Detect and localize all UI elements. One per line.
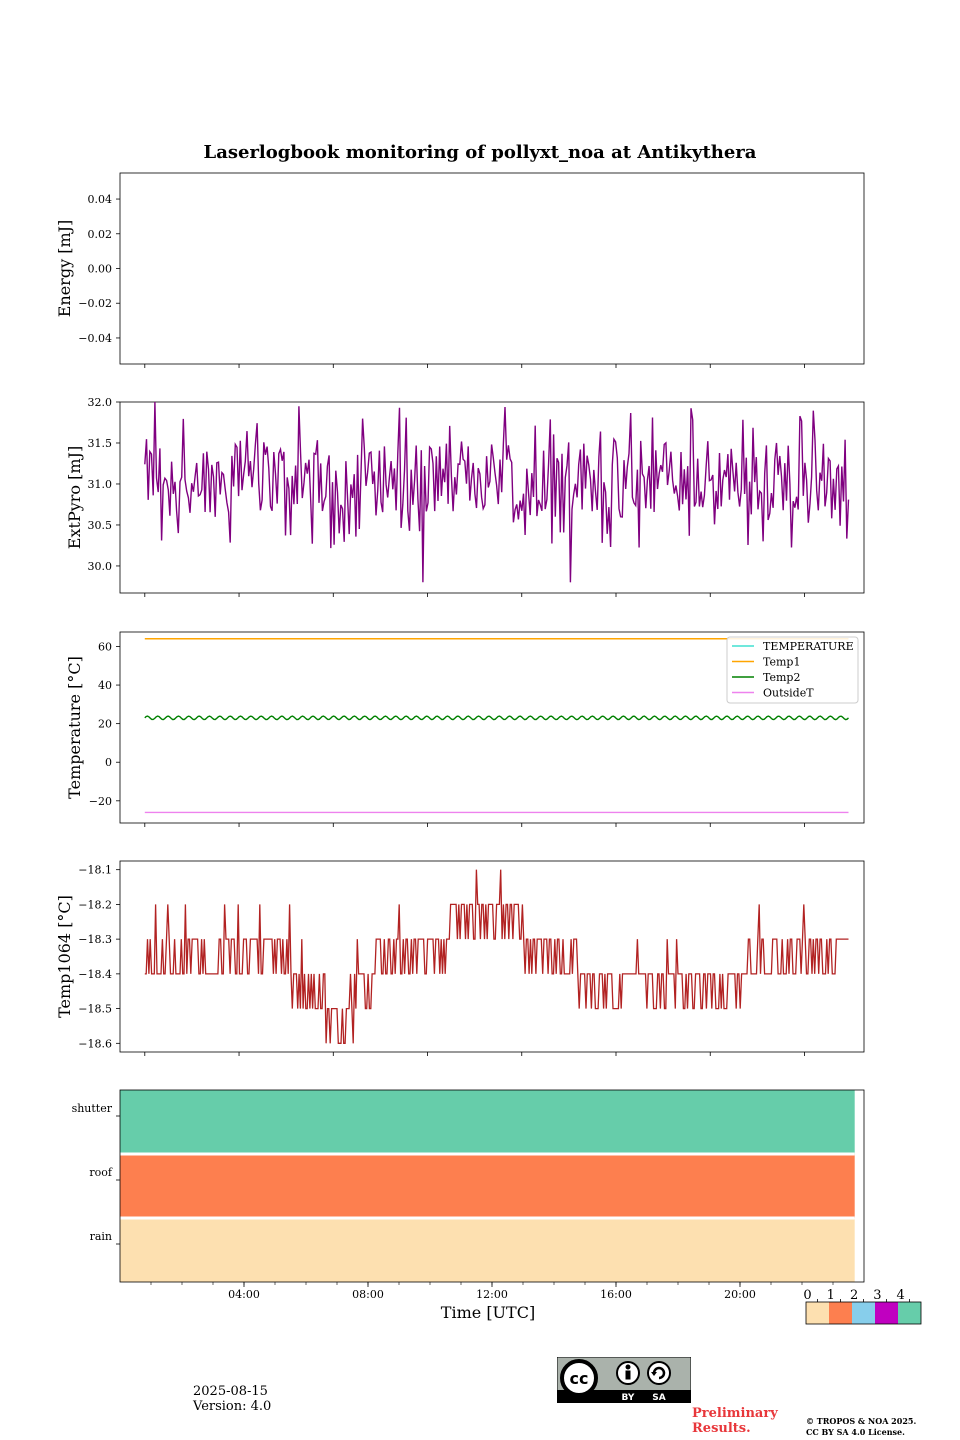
y-tick-label: 0 <box>105 756 112 769</box>
y-tick-label: −20 <box>89 795 112 808</box>
y-axis-label: Temperature [°C] <box>65 656 84 799</box>
plot-frame <box>119 401 865 594</box>
sa-icon <box>647 1361 671 1385</box>
colorbar-cell <box>875 1302 898 1324</box>
x-tick-label: 12:00 <box>476 1288 508 1301</box>
colorbar-cell <box>852 1302 875 1324</box>
preliminary-line2: Results. <box>692 1421 751 1436</box>
y-axis-label: ExtPyro [mJ] <box>65 446 84 549</box>
x-tick-label: 16:00 <box>600 1288 632 1301</box>
status-row-label: roof <box>89 1166 113 1179</box>
y-axis-label: Energy [mJ] <box>55 220 74 318</box>
y-tick-label: −18.6 <box>78 1037 112 1050</box>
colorbar-label: 2 <box>850 1288 858 1303</box>
legend-label: Temp1 <box>763 656 800 669</box>
y-tick-label: 32.0 <box>88 396 113 409</box>
colorbar-label: 0 <box>803 1288 811 1303</box>
panel-3: 60 40 20 0 −20 Temperature [°C] TEMPERATURE Tem… <box>65 631 865 827</box>
y-tick-label: −0.02 <box>78 297 112 310</box>
y-tick-label: 30.5 <box>88 519 113 532</box>
y-tick-label: 31.0 <box>88 478 113 491</box>
status-row-rain <box>120 1218 855 1282</box>
colorbar-cell <box>829 1302 852 1324</box>
status-row-roof <box>120 1154 855 1218</box>
x-tick-label: 04:00 <box>228 1288 260 1301</box>
y-tick-label: −18.5 <box>78 1003 112 1016</box>
temp2-series-line <box>144 715 849 721</box>
colorbar-cell <box>898 1302 921 1324</box>
temp1064-series-line <box>144 869 849 1044</box>
colorbar-frame <box>805 1301 922 1325</box>
legend-label: Temp2 <box>763 671 800 684</box>
colorbar-label: 1 <box>827 1288 835 1303</box>
cc-license-badge: cc BY SA <box>557 1357 691 1403</box>
plot-frame <box>119 631 865 824</box>
y-tick-label: 0.04 <box>88 193 113 206</box>
colorbar-cell <box>806 1302 829 1324</box>
preliminary-line1: Preliminary <box>692 1406 778 1421</box>
y-tick-label: 31.5 <box>88 437 113 450</box>
plot-frame <box>119 172 865 365</box>
x-axis-label: Time [UTC] <box>441 1303 535 1322</box>
cc-icon <box>560 1359 598 1397</box>
y-tick-label: 60 <box>98 640 112 653</box>
copyright-line1: © TROPOS & NOA 2025. <box>806 1416 917 1426</box>
y-tick-label: 0.02 <box>88 228 113 241</box>
x-tick-label: 08:00 <box>352 1288 384 1301</box>
svg-text:cc: cc <box>570 1369 589 1388</box>
y-tick-label: −18.3 <box>78 933 112 946</box>
by-label: BY <box>622 1393 635 1403</box>
y-tick-label: 30.0 <box>88 560 113 573</box>
status-row-label: rain <box>90 1230 112 1243</box>
y-tick-label: −0.04 <box>78 332 112 345</box>
copyright-note: © TROPOS & NOA 2025. CC BY SA 4.0 Licens… <box>806 1416 916 1438</box>
panel-1: 0.04 0.02 0.00 −0.02 −0.04 Energy [mJ] <box>55 172 865 368</box>
colorbar-label: 4 <box>897 1288 905 1303</box>
colorbar-label: 3 <box>873 1288 881 1303</box>
footer-version: Version: 4.0 <box>193 1399 272 1414</box>
sa-label: SA <box>652 1393 665 1403</box>
plot-frame <box>119 860 865 1053</box>
footer-dates: 2025-08-15 Version: 4.0 <box>193 1384 271 1414</box>
panel-4: −18.1 −18.2 −18.3 −18.4 −18.5 −18.6 Temp1064 [… <box>55 860 865 1056</box>
y-tick-label: 0.00 <box>88 263 113 276</box>
chart-title: Laserlogbook monitoring of pollyxt_noa a… <box>204 142 757 163</box>
legend-box <box>726 636 859 704</box>
extpyro-series-line <box>144 401 850 583</box>
y-tick-label: 20 <box>98 718 112 731</box>
status-row-label: shutter <box>72 1102 113 1115</box>
panel-5: shutter roof rain 04:00 08:00 12:00 16:00 20:00… <box>72 1089 865 1322</box>
y-tick-label: −18.1 <box>78 864 112 877</box>
y-tick-label: 40 <box>98 679 112 692</box>
copyright-line2: CC BY SA 4.0 License. <box>806 1427 905 1437</box>
preliminary-note: Preliminary Results. <box>692 1406 778 1436</box>
status-row-shutter <box>120 1090 855 1154</box>
legend-label: TEMPERATURE <box>763 640 854 653</box>
panel-2: 32.0 31.5 31.0 30.5 30.0 ExtPyro [mJ] <box>65 396 865 597</box>
footer-date: 2025-08-15 <box>193 1384 268 1399</box>
y-tick-label: −18.4 <box>78 968 112 981</box>
x-tick-label: 20:00 <box>724 1288 756 1301</box>
legend-label: OutsideT <box>763 687 814 700</box>
y-axis-label: Temp1064 [°C] <box>55 895 74 1018</box>
y-tick-label: −18.2 <box>78 898 112 911</box>
legend: TEMPERATURE Temp1 Temp2 OutsideT <box>726 636 859 704</box>
